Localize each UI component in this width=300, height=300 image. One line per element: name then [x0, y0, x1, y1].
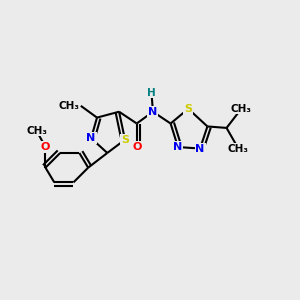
Text: N: N	[195, 143, 205, 154]
Text: CH₃: CH₃	[26, 126, 47, 136]
Text: N: N	[86, 133, 96, 143]
Text: O: O	[41, 142, 50, 152]
Text: N: N	[148, 107, 158, 117]
Text: N: N	[173, 142, 183, 152]
Text: O: O	[132, 142, 141, 152]
Text: S: S	[184, 104, 192, 114]
Text: S: S	[121, 135, 129, 145]
Text: CH₃: CH₃	[58, 101, 79, 111]
Text: CH₃: CH₃	[231, 104, 252, 114]
Text: H: H	[147, 88, 156, 98]
Text: CH₃: CH₃	[228, 143, 249, 154]
